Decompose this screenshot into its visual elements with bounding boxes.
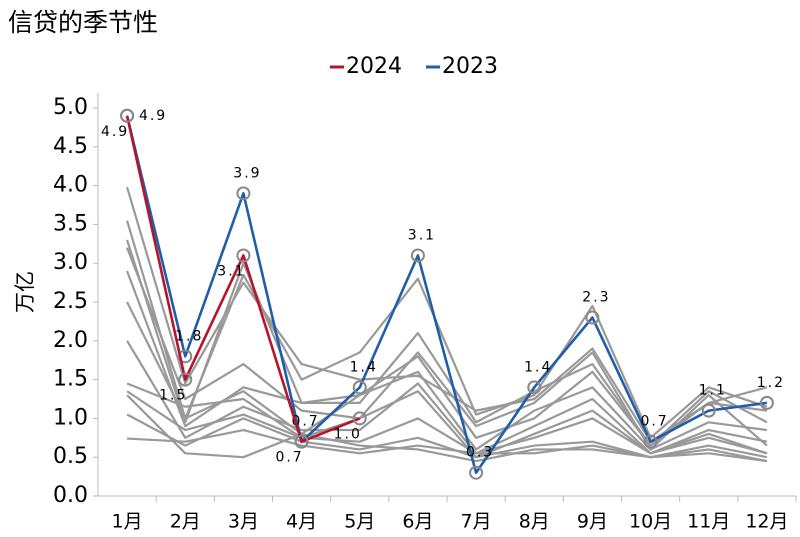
x-tick-label: 9月 (577, 511, 608, 533)
legend-label: 2023 (442, 54, 498, 79)
point-marker (352, 411, 367, 426)
series-line (126, 270, 768, 447)
x-tick-label: 2月 (170, 511, 201, 533)
point-marker (585, 310, 600, 325)
point-marker (527, 380, 542, 395)
x-tick-label: 4月 (286, 511, 317, 533)
x-tick-label: 5月 (344, 511, 375, 533)
point-marker (294, 434, 309, 449)
y-tick-label: 3.0 (53, 250, 88, 275)
x-tick-label: 7月 (461, 511, 492, 533)
x-tick-label: 6月 (402, 511, 433, 533)
data-label: 1.0 (334, 426, 362, 442)
y-tick-label: 5.0 (53, 95, 88, 120)
point-marker (469, 465, 484, 480)
data-label: 2.3 (582, 290, 610, 306)
x-tick-label: 12月 (745, 511, 788, 533)
series-line (126, 413, 768, 459)
data-label: 3.1 (408, 227, 436, 243)
series-line (126, 247, 768, 451)
y-tick-label: 4.5 (53, 134, 88, 159)
data-label: 1.5 (159, 388, 187, 404)
data-label: 1.4 (524, 359, 552, 375)
data-label: 1.8 (175, 328, 203, 344)
chart-title: 信贷的季节性 (8, 8, 158, 37)
point-marker (178, 372, 193, 387)
data-label: 1.4 (350, 359, 378, 375)
series-line (125, 115, 768, 475)
x-tick-label: 10月 (629, 511, 672, 533)
data-label: 4.9 (139, 108, 167, 124)
y-tick-label: 2.5 (53, 289, 88, 314)
data-label: 1.2 (757, 375, 785, 391)
x-tick-label: 3月 (228, 511, 259, 533)
y-tick-label: 1.5 (53, 367, 88, 392)
data-label: 0.7 (275, 450, 303, 466)
point-marker (236, 248, 251, 263)
data-label: 1.1 (699, 383, 727, 399)
data-label: 3.9 (233, 165, 261, 181)
point-marker (759, 395, 774, 410)
y-tick-label: 1.0 (53, 405, 88, 430)
data-label: 3.1 (217, 263, 245, 279)
y-axis-label: 万亿 (13, 271, 37, 313)
series-line (126, 186, 768, 443)
point-marker (120, 108, 135, 123)
series-line (126, 340, 768, 455)
y-tick-label: 0.5 (53, 444, 88, 469)
point-marker (410, 248, 425, 263)
point-marker (236, 186, 251, 201)
x-tick-label: 11月 (687, 511, 730, 533)
data-label: 0.7 (640, 414, 668, 430)
series-line (126, 301, 768, 451)
x-tick-label: 8月 (519, 511, 550, 533)
legend-label: 2024 (346, 54, 402, 79)
data-label: 0.7 (291, 414, 319, 430)
y-tick-label: 4.0 (53, 173, 88, 198)
point-marker (701, 403, 716, 418)
y-tick-label: 0.0 (53, 483, 88, 508)
data-label: 0.3 (466, 445, 494, 461)
x-tick-label: 1月 (112, 511, 143, 533)
point-marker (643, 434, 658, 449)
data-label: 4.9 (101, 124, 129, 140)
y-tick-label: 2.0 (53, 328, 88, 353)
y-tick-label: 3.5 (53, 211, 88, 236)
point-marker (352, 380, 367, 395)
series-line (125, 115, 361, 443)
